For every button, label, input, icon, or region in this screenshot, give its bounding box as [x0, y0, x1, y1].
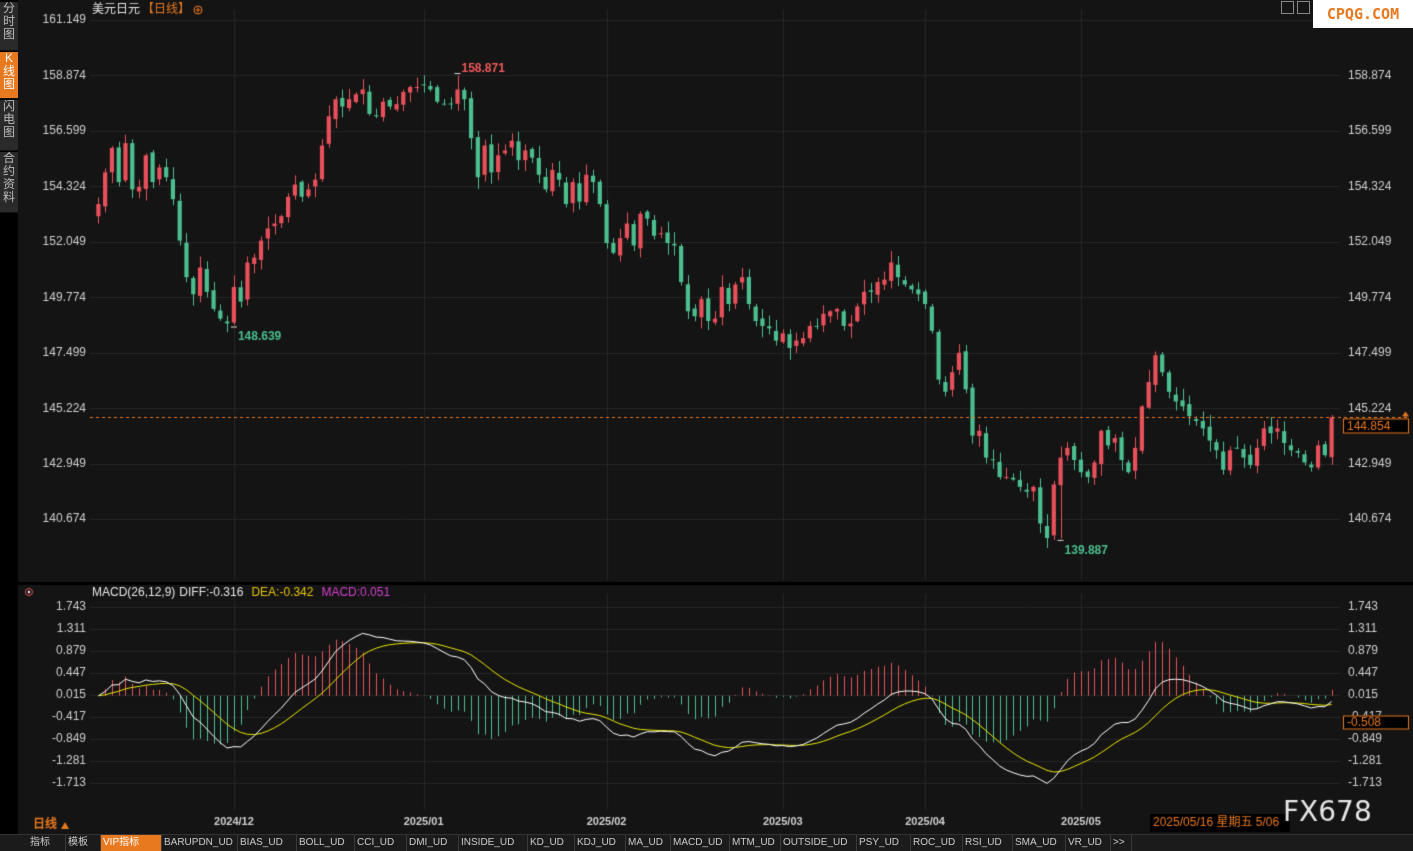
indicator-tab-18[interactable]: SMA_UD	[1013, 835, 1066, 851]
indicator-tab-1[interactable]: 模板	[66, 835, 101, 851]
indicator-tab-14[interactable]: OUTSIDE_UD	[781, 835, 857, 851]
indicator-tab-16[interactable]: ROC_UD	[911, 835, 963, 851]
indicator-tab-4[interactable]: BIAS_UD	[238, 835, 297, 851]
expand-icon[interactable]	[1281, 1, 1294, 14]
indicator-tab-2[interactable]: VIP指标	[101, 835, 162, 851]
restore-icon[interactable]	[1297, 1, 1310, 14]
indicator-tab-12[interactable]: MACD_UD	[671, 835, 730, 851]
indicator-tab-0[interactable]: 指标	[28, 835, 66, 851]
indicator-tab-13[interactable]: MTM_UD	[730, 835, 781, 851]
indicator-tab-9[interactable]: KD_UD	[528, 835, 575, 851]
indicator-tab-15[interactable]: PSY_UD	[857, 835, 911, 851]
indicator-tab-17[interactable]: RSI_UD	[963, 835, 1013, 851]
indicator-tab-11[interactable]: MA_UD	[626, 835, 671, 851]
indicator-tab-10[interactable]: KDJ_UD	[575, 835, 626, 851]
side-tab-2[interactable]: 闪电图	[0, 100, 18, 151]
indicator-tab-7[interactable]: DMI_UD	[407, 835, 459, 851]
indicator-tab-6[interactable]: CCI_UD	[355, 835, 407, 851]
indicator-tab-19[interactable]: VR_UD	[1066, 835, 1111, 851]
indicator-tab-20[interactable]: >>	[1111, 835, 1132, 851]
side-tab-0[interactable]: 分时图	[0, 2, 18, 51]
indicator-tab-3[interactable]: BARUPDN_UD	[162, 835, 238, 851]
indicator-tab-bar: 指标 模板 VIP指标 BARUPDN_UD BIAS_UD BOLL_UD CCI_UD D…	[0, 834, 1413, 851]
indicator-tab-5[interactable]: BOLL_UD	[297, 835, 355, 851]
indicator-tab-8[interactable]: INSIDE_UD	[459, 835, 528, 851]
side-tab-3[interactable]: 合约资料	[0, 152, 18, 213]
watermark-logo: CPQG.COM	[1313, 0, 1413, 28]
